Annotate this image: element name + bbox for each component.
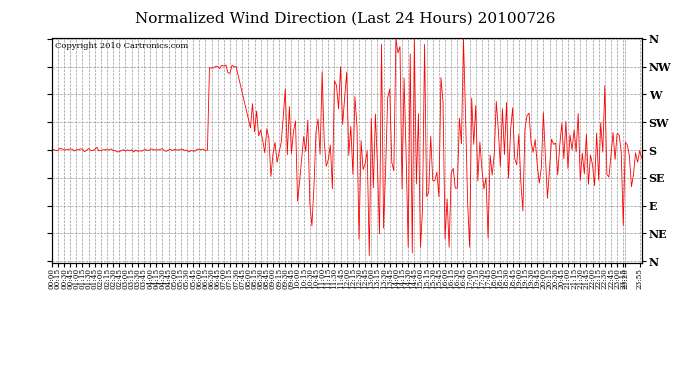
Text: Copyright 2010 Cartronics.com: Copyright 2010 Cartronics.com	[55, 42, 188, 50]
Text: Normalized Wind Direction (Last 24 Hours) 20100726: Normalized Wind Direction (Last 24 Hours…	[135, 11, 555, 25]
